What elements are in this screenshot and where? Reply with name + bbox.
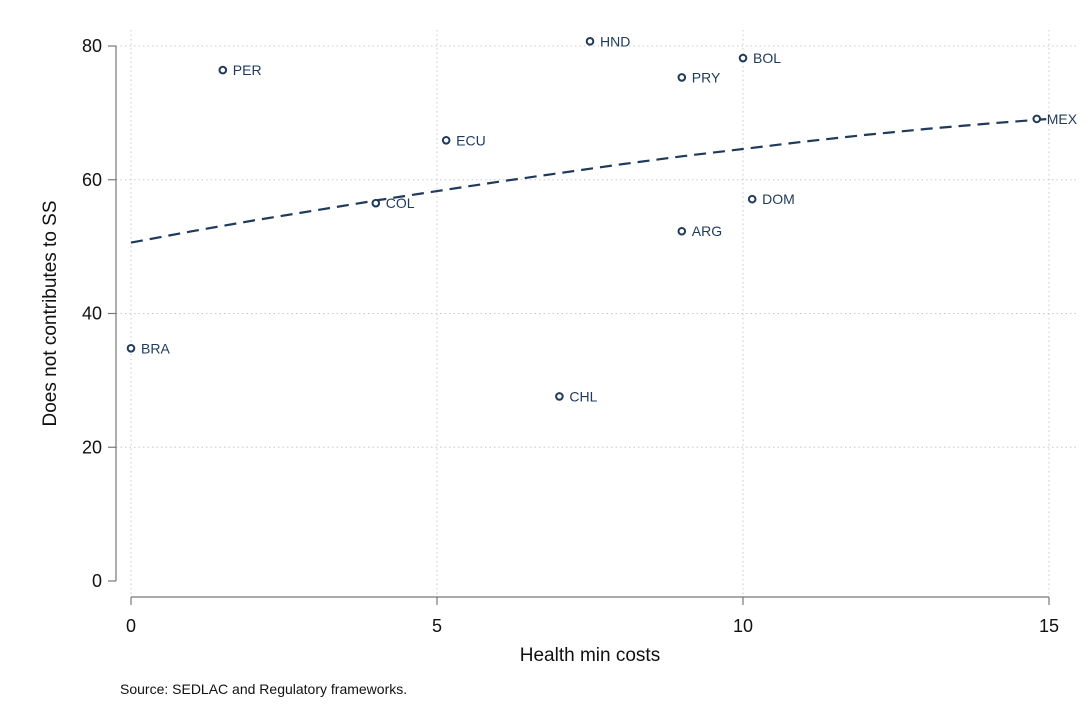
point-label-hnd: HND [600, 33, 630, 49]
point-label-mex: MEX [1047, 111, 1078, 127]
point-label-col: COL [386, 195, 415, 211]
y-axis-title: Does not contributes to SS [40, 200, 61, 426]
data-point-per [218, 65, 228, 75]
data-point-mex [1032, 114, 1042, 124]
y-tick-label: 0 [92, 571, 102, 591]
x-tick-label: 10 [733, 616, 753, 636]
x-tick-label: 15 [1039, 616, 1059, 636]
point-label-bra: BRA [141, 340, 170, 356]
y-tick-label: 80 [82, 36, 102, 56]
data-point-chl [555, 392, 564, 401]
data-points: BRA PER COL ECU CHL HND PRY ARG BOL DOM MEX [126, 33, 1078, 404]
data-point-pry [677, 73, 687, 82]
x-tick-label: 5 [432, 616, 442, 636]
fit-line [130, 117, 1050, 244]
y-tick-label: 20 [82, 437, 102, 457]
x-axis-title: Health min costs [520, 645, 660, 666]
y-tick-label: 60 [82, 170, 102, 190]
point-label-chl: CHL [569, 388, 597, 404]
data-point-arg [677, 226, 687, 236]
point-label-ecu: ECU [456, 132, 486, 148]
fit-line-group [130, 117, 1050, 244]
source-note: Source: SEDLAC and Regulatory frameworks… [120, 681, 408, 697]
x-tick-label: 0 [126, 616, 136, 636]
point-label-bol: BOL [753, 50, 781, 66]
grid-lines [116, 30, 1076, 597]
data-point-dom [747, 194, 757, 204]
axes: 0 20 40 60 80 0 5 10 15 [82, 36, 1059, 636]
data-point-ecu [441, 135, 451, 145]
point-label-arg: ARG [692, 223, 722, 239]
data-point-bol [738, 53, 748, 63]
y-tick-label: 40 [82, 304, 102, 324]
point-label-per: PER [233, 62, 262, 78]
data-point-bra [126, 343, 136, 353]
point-label-dom: DOM [762, 191, 795, 207]
data-point-col [371, 198, 381, 208]
point-label-pry: PRY [692, 69, 721, 85]
data-point-hnd [585, 37, 595, 46]
